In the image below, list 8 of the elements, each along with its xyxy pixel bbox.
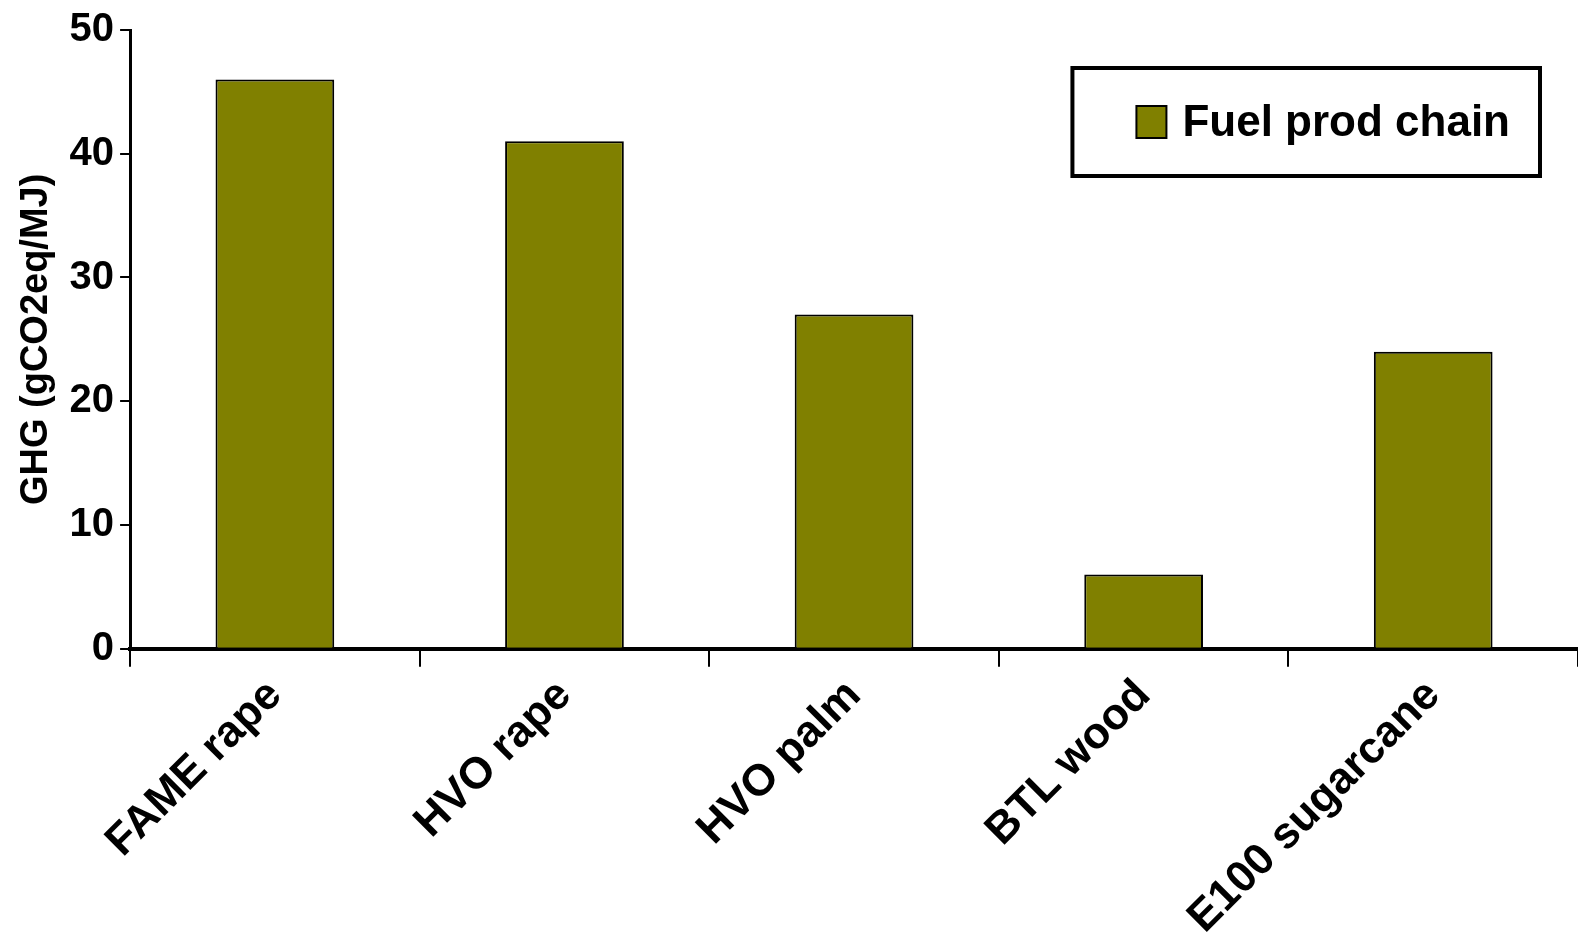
legend-label: Fuel prod chain — [1182, 96, 1511, 146]
y-tick-label: 10 — [69, 500, 115, 545]
y-tick-label: 50 — [69, 5, 115, 50]
y-tick-label: 20 — [69, 376, 115, 421]
y-axis-title: GHG (gCO2eq/MJ) — [13, 173, 56, 506]
y-tick-label: 30 — [69, 252, 115, 297]
y-tick-label: 40 — [69, 128, 115, 173]
y-tick-label: 0 — [91, 623, 115, 668]
